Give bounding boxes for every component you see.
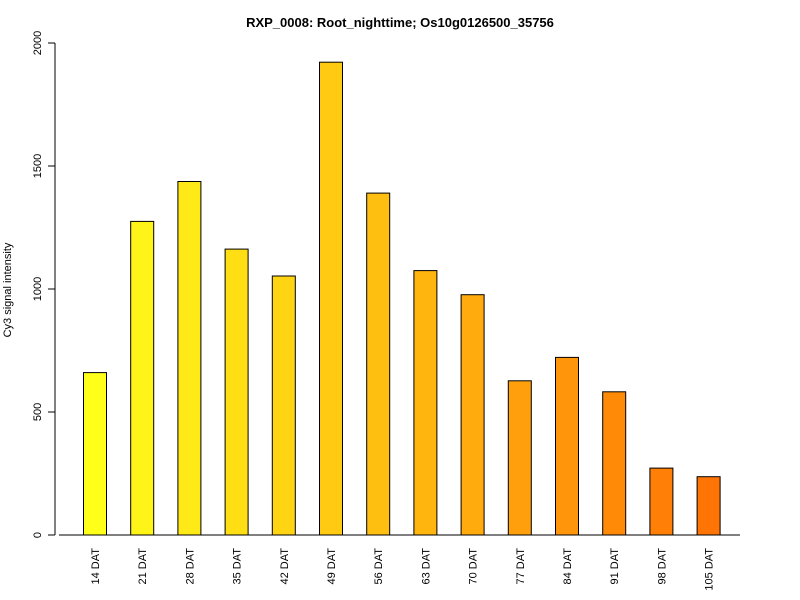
bar-70-dat bbox=[460, 294, 485, 536]
x-tick-label: 91 DAT bbox=[609, 548, 621, 585]
x-tick-label: 70 DAT bbox=[468, 548, 480, 585]
x-tick-label: 105 DAT bbox=[704, 548, 716, 591]
bar-84-dat bbox=[555, 356, 579, 536]
x-tick-label: 21 DAT bbox=[137, 548, 149, 585]
x-tick-label: 42 DAT bbox=[279, 548, 291, 585]
x-tick-label: 35 DAT bbox=[232, 548, 244, 585]
bar-42-dat bbox=[271, 275, 296, 536]
bar-98-dat bbox=[649, 467, 674, 536]
x-tick-label: 56 DAT bbox=[373, 548, 385, 585]
y-tick-label: 1500 bbox=[32, 154, 44, 178]
bar-49-dat bbox=[319, 61, 343, 536]
bar-28-dat bbox=[177, 181, 202, 536]
y-tick-label: 0 bbox=[32, 532, 44, 538]
x-tick-label: 98 DAT bbox=[656, 548, 668, 585]
bar-63-dat bbox=[413, 270, 438, 536]
bar-14-dat bbox=[83, 372, 107, 536]
bar-21-dat bbox=[130, 220, 155, 536]
x-tick-label: 14 DAT bbox=[90, 548, 102, 585]
y-tick-label: 500 bbox=[32, 403, 44, 421]
x-tick-label: 49 DAT bbox=[326, 548, 338, 585]
y-axis: 0 500 1000 1500 2000 bbox=[32, 31, 56, 538]
x-tick-label: 28 DAT bbox=[184, 548, 196, 585]
bar-56-dat bbox=[366, 192, 391, 536]
bar-35-dat bbox=[224, 248, 249, 536]
bar-91-dat bbox=[602, 391, 627, 536]
x-tick-label: 63 DAT bbox=[420, 548, 432, 585]
x-axis: 14 DAT 21 DAT 28 DAT 35 DAT 42 DAT 49 DAT 56 D… bbox=[59, 534, 740, 591]
y-tick-label: 2000 bbox=[32, 31, 44, 55]
bar-105-dat bbox=[696, 476, 721, 536]
y-tick-label: 1000 bbox=[32, 277, 44, 301]
y-axis-label: Cy3 signal intensity bbox=[2, 242, 14, 337]
bar-77-dat bbox=[507, 380, 532, 536]
plot-area bbox=[83, 61, 721, 536]
chart-title: RXP_0008: Root_nighttime; Os10g0126500_3… bbox=[246, 15, 554, 30]
x-tick-label: 77 DAT bbox=[515, 548, 527, 585]
x-tick-label: 84 DAT bbox=[562, 548, 574, 585]
